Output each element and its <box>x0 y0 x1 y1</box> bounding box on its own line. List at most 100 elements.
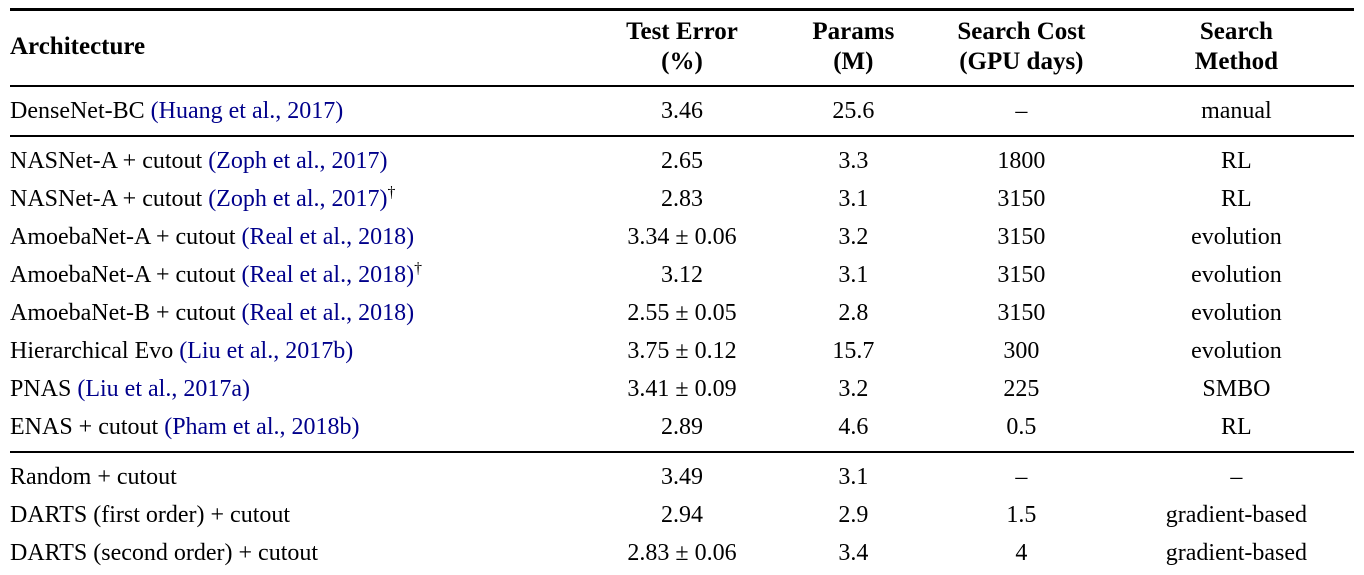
architecture-cell: DenseNet-BC (Huang et al., 2017) <box>10 86 581 136</box>
search-method-cell: manual <box>1201 98 1272 124</box>
architecture-cell: Hierarchical Evo (Liu et al., 2017b) <box>10 332 581 370</box>
citation-link[interactable]: (Zoph et al., 2017) <box>208 186 388 212</box>
citation-link[interactable]: (Zoph et al., 2017) <box>208 148 388 174</box>
citation-link[interactable]: (Real et al., 2018) <box>241 262 415 288</box>
search-cost-cell: 0.5 <box>1006 414 1037 440</box>
architecture-name: AmoebaNet-B + cutout <box>10 300 242 326</box>
params-cell: 2.8 <box>838 300 869 326</box>
architecture-cell: DARTS (first order) + cutout <box>10 496 581 534</box>
search-cost-cell: 1.5 <box>1006 502 1037 528</box>
table-row: NASNet-A + cutout (Zoph et al., 2017) 2.… <box>10 135 1354 180</box>
search-cost-cell: 300 <box>1003 338 1040 364</box>
params-cell: 4.6 <box>838 414 869 440</box>
test-error-cell: 2.89 <box>661 414 703 440</box>
table-row: Hierarchical Evo (Liu et al., 2017b) 3.7… <box>10 332 1354 370</box>
col-header-search-cost-line1: Search Cost <box>957 18 1086 45</box>
test-error-cell: 2.65 <box>581 135 783 180</box>
citation-link[interactable]: (Pham et al., 2018b) <box>164 414 360 440</box>
table-row: NASNet-A + cutout (Zoph et al., 2017)† 2… <box>10 180 1354 218</box>
params-cell: 3.1 <box>838 186 869 212</box>
citation-link[interactable]: (Real et al., 2018) <box>241 224 415 250</box>
params-cell: 3.1 <box>782 451 924 496</box>
architecture-cell: PNAS (Liu et al., 2017a) <box>10 370 581 408</box>
search-cost-cell: 3150 <box>997 262 1046 288</box>
search-cost-cell: 1800 <box>923 135 1119 180</box>
params-cell: 3.4 <box>838 540 869 566</box>
architecture-cell: ENAS + cutout (Pham et al., 2018b) <box>10 408 581 452</box>
col-header-architecture-label: Architecture <box>10 32 146 60</box>
table-row: DARTS (first order) + cutout 2.94 2.9 1.… <box>10 496 1354 534</box>
search-cost-cell: 3150 <box>997 224 1046 250</box>
col-header-params-line2: (M) <box>833 47 874 75</box>
test-error-cell: 3.46 <box>661 98 703 124</box>
search-cost-cell: – <box>1015 98 1028 124</box>
table-row: AmoebaNet-A + cutout (Real et al., 2018)… <box>10 256 1354 294</box>
params-cell: 3.2 <box>838 376 869 402</box>
search-method-cell: SMBO <box>1202 376 1271 402</box>
citation-link[interactable]: (Huang et al., 2017) <box>150 98 344 124</box>
architecture-cell: Random + cutout <box>10 451 582 496</box>
test-error-cell: 3.34 ± 0.06 <box>627 224 737 250</box>
architecture-name: DARTS (second order) + cutout <box>10 540 319 566</box>
architecture-name: DenseNet-BC <box>10 98 151 124</box>
search-method-cell: RL <box>1221 186 1252 212</box>
col-header-search-method-line1: Search <box>1199 18 1273 45</box>
search-method-cell: evolution <box>1191 224 1282 250</box>
search-method-cell: RL <box>1221 414 1252 440</box>
col-header-test-error-line1: Test Error <box>626 18 738 45</box>
table-row: AmoebaNet-B + cutout (Real et al., 2018)… <box>10 294 1354 332</box>
col-header-test-error-line2: (%) <box>661 47 703 75</box>
table-row: DARTS (second order) + cutout 2.83 ± 0.0… <box>10 534 1354 575</box>
architecture-cell: AmoebaNet-A + cutout (Real et al., 2018) <box>10 218 581 256</box>
test-error-cell: 2.94 <box>661 502 703 528</box>
test-error-cell: 2.83 ± 0.06 <box>627 540 737 566</box>
search-cost-cell: 4 <box>1015 540 1028 566</box>
dagger-mark: † <box>387 184 396 201</box>
table-row: PNAS (Liu et al., 2017a) 3.41 ± 0.09 3.2… <box>10 370 1354 408</box>
architecture-name: Hierarchical Evo <box>10 338 180 364</box>
params-cell: 3.3 <box>782 135 924 180</box>
architecture-cell: AmoebaNet-A + cutout (Real et al., 2018)… <box>10 256 581 294</box>
search-method-cell: evolution <box>1191 300 1282 326</box>
test-error-cell: 3.49 <box>581 451 783 496</box>
architecture-name: NASNet-A + cutout <box>10 148 209 174</box>
architecture-name: NASNet-A + cutout <box>10 186 209 212</box>
architecture-cell: NASNet-A + cutout (Zoph et al., 2017)† <box>10 180 581 218</box>
architecture-cell: AmoebaNet-B + cutout (Real et al., 2018) <box>10 294 581 332</box>
dagger-mark: † <box>414 260 423 277</box>
params-cell: 3.2 <box>838 224 869 250</box>
citation-link[interactable]: (Liu et al., 2017a) <box>77 376 250 402</box>
search-cost-cell: 3150 <box>997 186 1046 212</box>
architecture-name: AmoebaNet-A + cutout <box>10 224 242 250</box>
results-table: Architecture Test Error (%) Params (M) S… <box>10 8 1354 575</box>
col-header-search-method-line2: Method <box>1194 47 1279 75</box>
params-cell: 3.1 <box>838 262 869 288</box>
architecture-name: ENAS + cutout <box>10 414 165 440</box>
col-header-search-cost-line2: (GPU days) <box>959 47 1084 75</box>
table-row: AmoebaNet-A + cutout (Real et al., 2018)… <box>10 218 1354 256</box>
architecture-name: AmoebaNet-A + cutout <box>10 262 242 288</box>
architecture-cell: DARTS (second order) + cutout <box>10 534 581 575</box>
test-error-cell: 3.75 ± 0.12 <box>627 338 737 364</box>
col-header-architecture: Architecture <box>10 9 582 87</box>
search-cost-cell: 3150 <box>997 300 1046 326</box>
table-row: DenseNet-BC (Huang et al., 2017) 3.46 25… <box>10 86 1354 136</box>
search-method-cell: evolution <box>1191 262 1282 288</box>
citation-link[interactable]: (Real et al., 2018) <box>241 300 415 326</box>
params-cell: 2.9 <box>838 502 869 528</box>
params-cell: 15.7 <box>832 338 875 364</box>
col-header-params-line1: Params <box>812 18 895 45</box>
table-row: ENAS + cutout (Pham et al., 2018b) 2.89 … <box>10 408 1354 452</box>
test-error-cell: 3.41 ± 0.09 <box>627 376 737 402</box>
params-cell: 25.6 <box>832 98 875 124</box>
search-method-cell: – <box>1118 451 1354 496</box>
architecture-cell: NASNet-A + cutout (Zoph et al., 2017) <box>10 135 582 180</box>
test-error-cell: 3.12 <box>661 262 703 288</box>
col-header-search-method: Search Method <box>1118 9 1354 87</box>
col-header-params: Params (M) <box>782 9 924 87</box>
citation-link[interactable]: (Liu et al., 2017b) <box>179 338 354 364</box>
header-row: Architecture Test Error (%) Params (M) S… <box>10 9 1354 87</box>
architecture-name: PNAS <box>10 376 78 402</box>
search-method-cell: gradient-based <box>1165 502 1308 528</box>
